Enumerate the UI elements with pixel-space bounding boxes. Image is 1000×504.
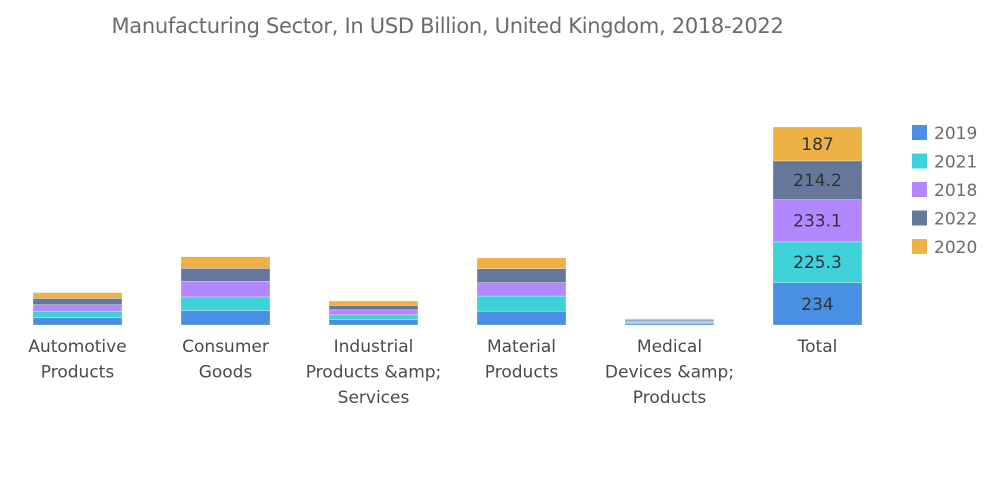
bar-segment-2020[interactable] [328,300,419,306]
bar-segment-2019[interactable] [32,317,123,326]
bar-segment-2022[interactable] [32,298,123,306]
legend-item[interactable]: 2018 [912,181,977,201]
x-tick-label-line: Total [797,337,838,357]
bar-segment-2019[interactable] [180,310,271,326]
legend-label: 2021 [934,153,977,173]
x-tick-label-line: Material [487,337,556,357]
bar-group: 234 225.3 233.1 214.2 187 [772,126,863,326]
bar-segment-2018[interactable] [772,199,863,243]
legend-item[interactable]: 2021 [912,153,977,173]
x-tick-label: Medical Devices &amp; Products [605,337,734,408]
x-tick-label: Material Products [485,337,559,383]
legend-swatch [912,153,927,169]
x-tick-label-line: Products [41,363,115,383]
x-tick-label: Total [797,337,838,357]
legend-label: 2020 [934,238,977,258]
bar-segment-2021[interactable] [772,241,863,283]
data-label: 233.1 [793,212,842,232]
x-tick-label-line: Products [485,363,559,383]
x-tick-label-line: Industrial [334,337,414,357]
data-label: 214.2 [793,171,842,191]
x-tick-label-line: Consumer [182,337,269,357]
data-label: 225.3 [793,253,842,273]
bar-segment-2020[interactable] [624,318,715,321]
legend-item[interactable]: 2020 [912,238,977,258]
x-tick-label-line: Services [338,388,410,408]
legend-swatch [912,210,927,226]
bar-segment-2021[interactable] [328,314,419,320]
legend-swatch [912,125,927,140]
x-tick-label-line: Medical [637,337,702,357]
bar-segment-2020[interactable] [180,256,271,269]
bar-segment-2018[interactable] [180,281,271,298]
legend-label: 2022 [934,210,977,230]
bar-group [32,292,123,326]
bar-group [328,300,419,326]
x-tick-label: Automotive Products [28,337,126,383]
legend-swatch [912,182,927,197]
bar-segment-2019[interactable] [476,310,567,326]
x-tick-label-line: Products [633,388,707,408]
bar-group [624,318,715,326]
bar-segment-2022[interactable] [772,160,863,200]
legend-item[interactable]: 2019 [912,124,977,144]
legend-label: 2018 [934,181,977,201]
data-label: 187 [801,135,833,155]
bar-group [180,256,271,326]
bar-segment-2020[interactable] [772,126,863,162]
bar-segment-2018[interactable] [476,282,567,297]
x-tick-label-line: Goods [199,363,253,383]
bar-segment-2022[interactable] [328,305,419,311]
x-tick-label: Industrial Products &amp; Services [306,337,442,408]
bar-group [476,257,567,326]
legend-swatch [912,239,927,254]
bar-segment-2020[interactable] [32,292,123,299]
bar-segment-2021[interactable] [32,311,123,319]
chart-title: Manufacturing Sector, In USD Billion, Un… [111,14,784,38]
bar-segment-2020[interactable] [476,257,567,269]
bar-segment-2022[interactable] [476,268,567,283]
legend-label: 2019 [934,124,977,144]
x-tick-label-line: Products &amp; [306,363,442,383]
bar-segment-2022[interactable] [180,268,271,282]
bar-segment-2021[interactable] [476,295,567,312]
bar-segment-2018[interactable] [32,304,123,312]
data-label: 234 [801,295,833,315]
bar-segment-2021[interactable] [180,296,271,311]
bar-segment-2019[interactable] [328,319,419,326]
x-tick-label-line: Automotive [28,337,126,357]
bar-segment-2018[interactable] [328,309,419,316]
x-tick-label: Consumer Goods [182,337,269,383]
x-tick-label-line: Devices &amp; [605,363,734,383]
legend-item[interactable]: 2022 [912,210,977,230]
